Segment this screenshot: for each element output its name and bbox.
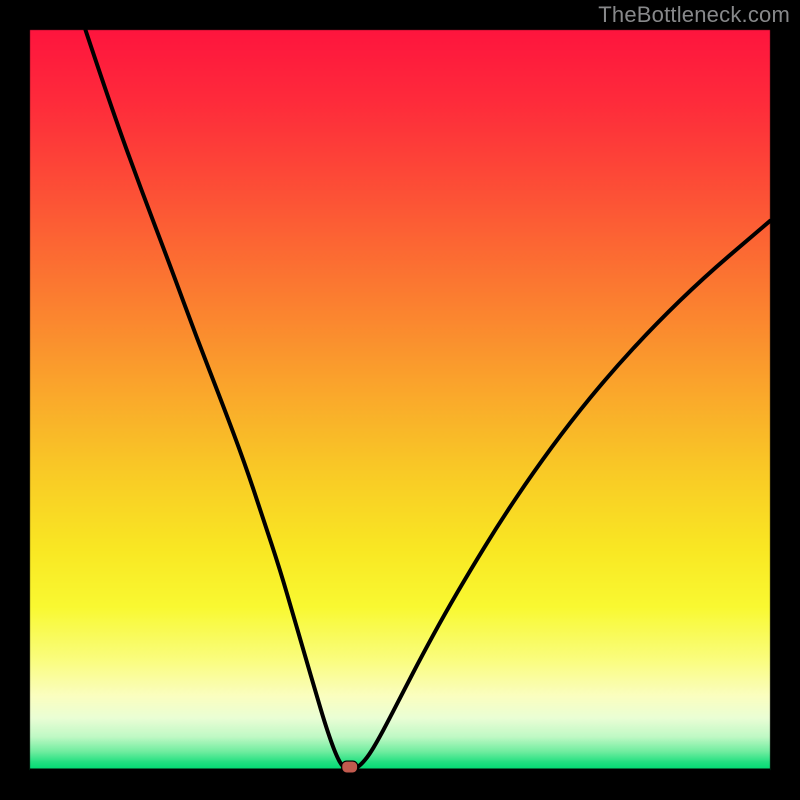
curve-overlay xyxy=(0,0,800,800)
watermark-text: TheBottleneck.com xyxy=(598,2,790,28)
bottleneck-curve xyxy=(86,30,771,770)
chart-container: TheBottleneck.com xyxy=(0,0,800,800)
optimal-marker xyxy=(342,761,358,773)
